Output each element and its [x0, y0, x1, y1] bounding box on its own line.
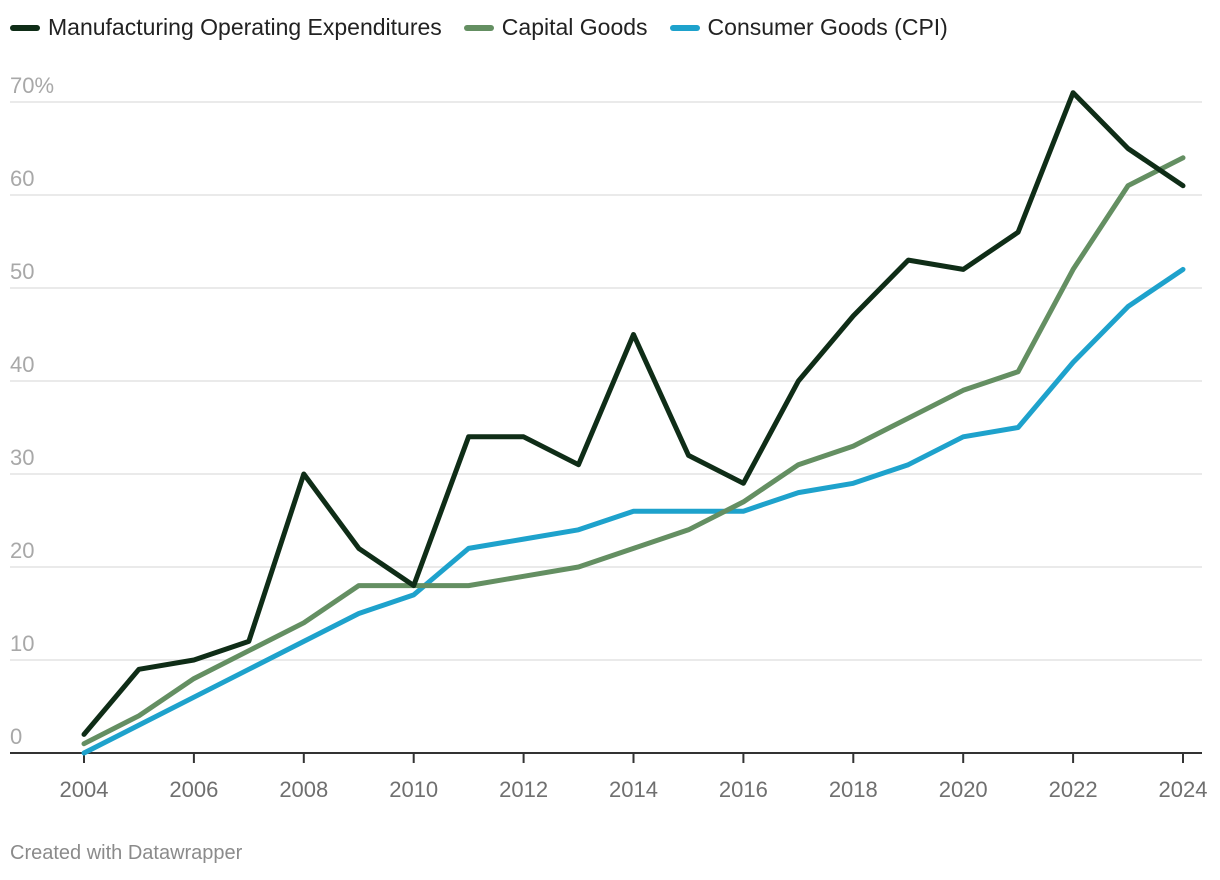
- legend-label-manufacturing: Manufacturing Operating Expenditures: [48, 14, 442, 40]
- legend-swatch-capital-goods: [463, 24, 494, 31]
- y-tick-label-0: 0: [10, 724, 22, 749]
- y-tick-label-10: 10: [10, 631, 34, 656]
- chart-legend: Manufacturing Operating Expenditures Cap…: [10, 14, 970, 41]
- legend-label-consumer-goods: Consumer Goods (CPI): [707, 14, 948, 40]
- y-tick-label-50: 50: [10, 259, 34, 284]
- x-tick-label-2020: 2020: [939, 777, 988, 802]
- x-tick-label-2010: 2010: [389, 777, 438, 802]
- x-tick-label-2012: 2012: [499, 777, 548, 802]
- y-tick-label-30: 30: [10, 445, 34, 470]
- y-tick-label-70: 70%: [10, 73, 54, 98]
- x-tick-label-2008: 2008: [279, 777, 328, 802]
- legend-swatch-manufacturing: [10, 24, 40, 31]
- legend-item-capital-goods: Capital Goods: [463, 14, 648, 41]
- y-tick-label-40: 40: [10, 352, 34, 377]
- x-tick-label-2022: 2022: [1049, 777, 1098, 802]
- x-tick-label-2018: 2018: [829, 777, 878, 802]
- legend-item-consumer-goods: Consumer Goods (CPI): [669, 14, 948, 41]
- x-tick-label-2014: 2014: [609, 777, 658, 802]
- series-line-consumer-goods-cpi: [81, 266, 1186, 756]
- x-tick-label-2024: 2024: [1159, 777, 1208, 802]
- x-tick-label-2016: 2016: [719, 777, 768, 802]
- y-tick-label-60: 60: [10, 166, 34, 191]
- series-line-capital-goods: [81, 155, 1186, 747]
- x-tick-label-2006: 2006: [169, 777, 218, 802]
- x-tick-label-2004: 2004: [60, 777, 109, 802]
- legend-swatch-consumer-goods: [669, 24, 700, 31]
- series-line-manufacturing-operating-expenditures: [81, 90, 1186, 737]
- legend-label-capital-goods: Capital Goods: [501, 14, 648, 40]
- y-tick-label-20: 20: [10, 538, 34, 563]
- datawrapper-credit: Created with Datawrapper: [10, 842, 243, 864]
- legend-item-manufacturing: Manufacturing Operating Expenditures: [10, 14, 442, 41]
